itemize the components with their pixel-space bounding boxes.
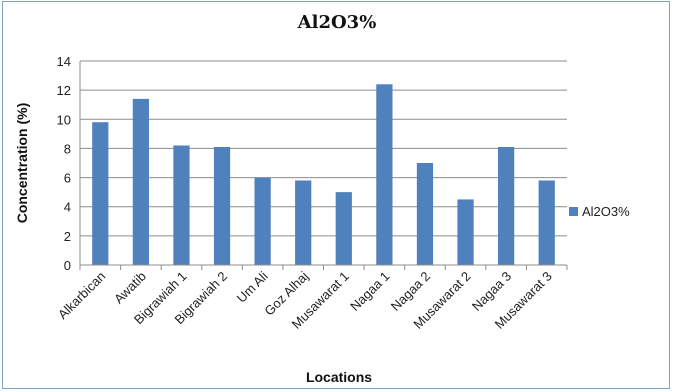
bar — [416, 163, 434, 265]
bar — [376, 84, 393, 265]
y-axis-title: Concentration (%) — [14, 103, 30, 224]
y-tick-label: 0 — [64, 258, 71, 273]
bar — [132, 98, 149, 265]
legend-label: Al2O3% — [582, 204, 630, 219]
x-tick-label: Um Ali — [234, 268, 271, 305]
x-tick-label: Alkarbican — [55, 269, 109, 323]
bar — [295, 180, 312, 265]
bar — [173, 145, 190, 265]
bar — [213, 146, 231, 265]
y-tick-labels: 0 2 4 6 8 10 12 14 — [57, 54, 71, 273]
bar — [457, 199, 474, 265]
axes — [79, 61, 568, 270]
x-tick-label: Awatib — [111, 269, 149, 307]
x-tick-label: Nagaa 1 — [347, 269, 392, 314]
y-tick-label: 14 — [57, 54, 71, 69]
y-tick-label: 12 — [57, 83, 71, 98]
bar — [498, 146, 515, 265]
x-axis-title: Locations — [306, 369, 372, 385]
y-tick-label: 10 — [57, 112, 71, 127]
bar — [538, 180, 555, 265]
chart-title: Al2O3% — [297, 12, 377, 33]
legend: Al2O3% — [569, 204, 630, 219]
y-tick-label: 6 — [64, 171, 71, 186]
bars — [92, 84, 555, 265]
bar — [335, 192, 352, 265]
legend-swatch — [569, 207, 578, 216]
y-tick-label: 4 — [64, 200, 71, 215]
bar — [92, 122, 109, 265]
gridlines — [80, 60, 567, 266]
y-tick-label: 2 — [64, 229, 71, 244]
y-tick-label: 8 — [64, 141, 71, 156]
bar — [254, 177, 271, 265]
